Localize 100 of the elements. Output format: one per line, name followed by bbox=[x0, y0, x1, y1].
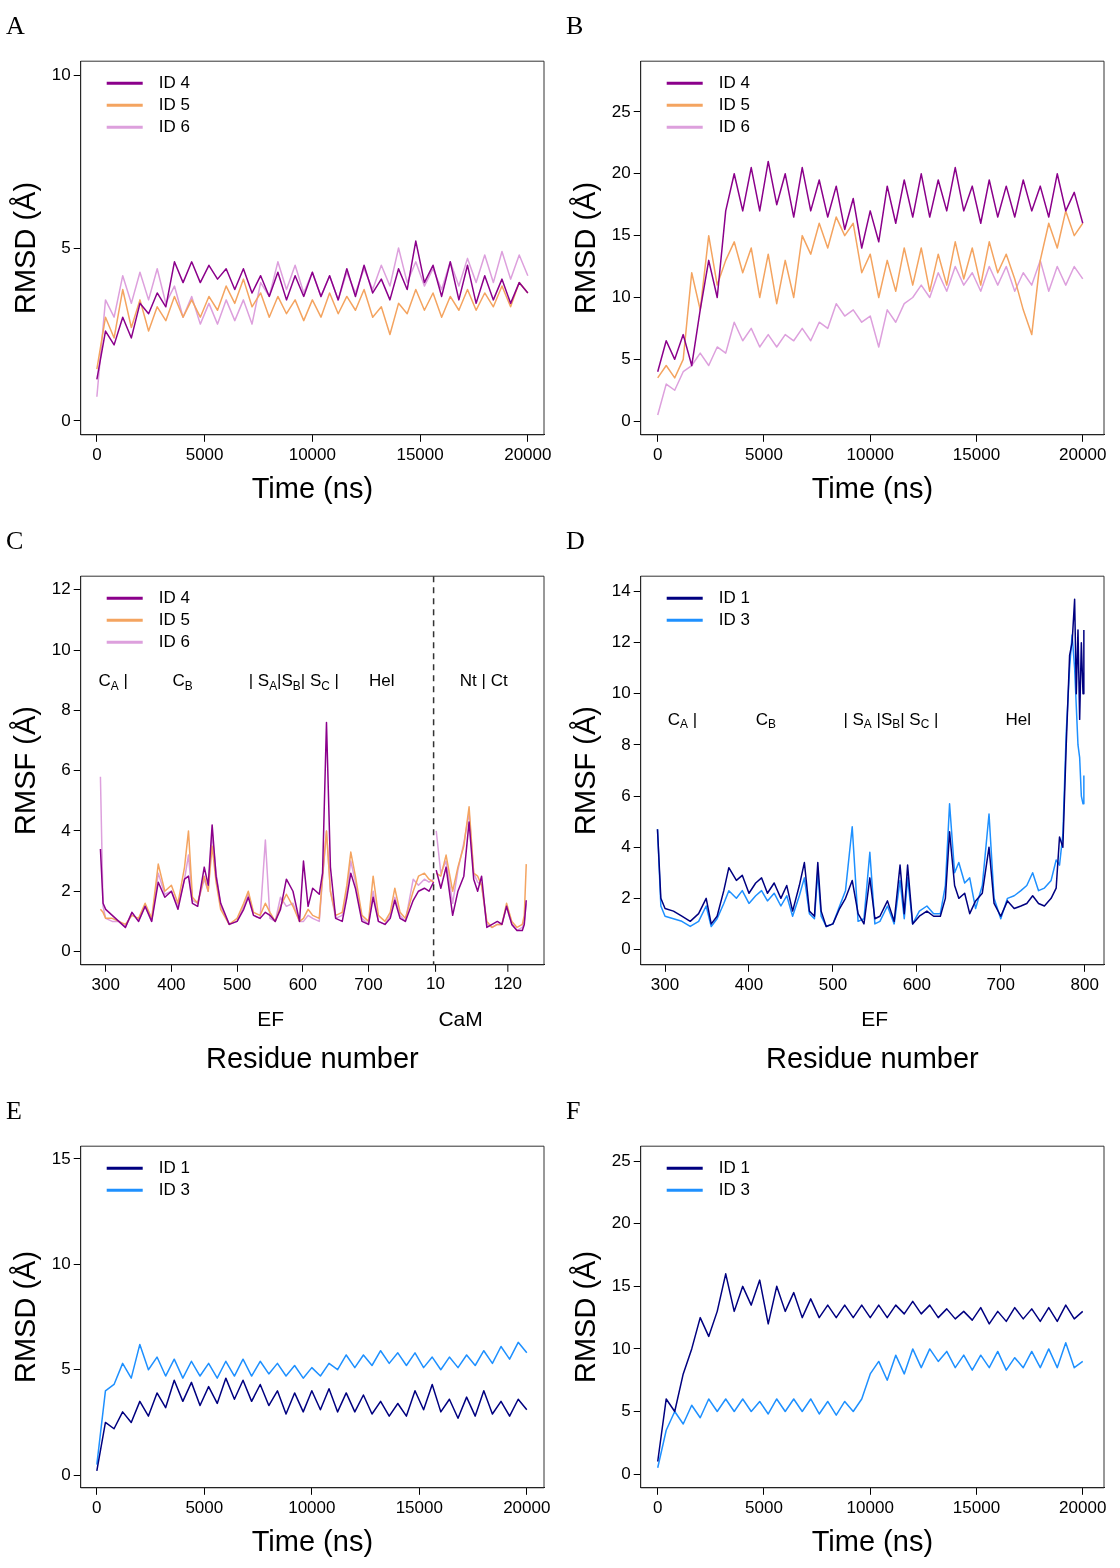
x-tick-label: 0 bbox=[652, 1497, 663, 1517]
y-tick-label: 10 bbox=[611, 683, 631, 703]
y-tick-label: 0 bbox=[621, 939, 631, 959]
text: CaM bbox=[438, 1006, 483, 1030]
x-tick-label: 5000 bbox=[745, 444, 783, 464]
x-axis-title: Time (ns) bbox=[811, 1524, 934, 1557]
annotation: Hel bbox=[1005, 709, 1032, 729]
y-tick-label: 15 bbox=[611, 225, 631, 245]
y-tick-label: 6 bbox=[621, 785, 631, 805]
chart-title: F bbox=[566, 1096, 581, 1126]
x-tick-label: 15000 bbox=[396, 444, 444, 464]
x-tick-label: 20000 bbox=[1059, 1497, 1107, 1517]
x-tick-label: 15000 bbox=[952, 1497, 1001, 1517]
x-tick-label: 10000 bbox=[288, 1497, 336, 1517]
x-tick-label: 400 bbox=[734, 974, 764, 994]
x-axis-title: Residue number bbox=[765, 1041, 980, 1074]
x-tick-label: 10000 bbox=[846, 444, 894, 464]
y-tick-label: 25 bbox=[611, 101, 631, 121]
y-axis-title: RMSF (Å) bbox=[9, 706, 42, 835]
y-tick-label: 4 bbox=[61, 820, 71, 840]
y-tick-label: 10 bbox=[51, 1253, 71, 1273]
y-axis-title: RMSD (Å) bbox=[9, 1250, 42, 1384]
x-tick-label: 10000 bbox=[288, 444, 336, 464]
y-axis-title: RMSD (Å) bbox=[569, 1250, 602, 1384]
y-axis-title: RMSF (Å) bbox=[569, 706, 602, 835]
legend-label: ID 6 bbox=[158, 631, 190, 651]
y-tick-label: 10 bbox=[51, 64, 71, 84]
legend-label: ID 5 bbox=[718, 94, 750, 114]
text: EF bbox=[257, 1006, 285, 1030]
chart-title: E bbox=[6, 1096, 22, 1126]
y-tick-label: 14 bbox=[611, 581, 631, 601]
legend-label: ID 6 bbox=[718, 116, 750, 136]
annotation: Nt | Ct bbox=[459, 670, 508, 690]
legend-label: ID 4 bbox=[158, 72, 190, 92]
x-tick-label: 20000 bbox=[1059, 444, 1107, 464]
x-tick-label: 5000 bbox=[185, 1497, 224, 1517]
x-tick-label: 500 bbox=[222, 974, 252, 994]
x-axis-title: Residue number bbox=[205, 1041, 420, 1074]
x-tick-label: 500 bbox=[818, 974, 848, 994]
annotation: Hel bbox=[369, 670, 395, 690]
y-tick-label: 0 bbox=[61, 410, 71, 430]
y-tick-label: 0 bbox=[621, 1463, 631, 1483]
y-tick-label: 15 bbox=[51, 1148, 71, 1168]
legend-label: ID 4 bbox=[158, 587, 190, 607]
x-tick-label: 400 bbox=[157, 974, 186, 994]
legend-label: ID 3 bbox=[158, 1179, 190, 1199]
y-tick-label: 4 bbox=[621, 836, 631, 856]
y-tick-label: 5 bbox=[61, 237, 71, 257]
x-tick-label: 0 bbox=[92, 1497, 102, 1517]
legend-label: ID 3 bbox=[718, 609, 750, 629]
x-axis-title: Time (ns) bbox=[251, 471, 374, 504]
x-tick-label: 20000 bbox=[504, 444, 552, 464]
y-tick-label: 8 bbox=[61, 700, 71, 720]
chart-title: D bbox=[566, 526, 585, 556]
y-tick-label: 8 bbox=[621, 734, 631, 754]
x-tick-label: 800 bbox=[1070, 974, 1099, 994]
legend-label: ID 4 bbox=[718, 72, 750, 92]
chart-title: C bbox=[6, 526, 24, 556]
y-tick-label: 5 bbox=[621, 349, 631, 369]
y-axis-title: RMSD (Å) bbox=[9, 181, 42, 315]
y-tick-label: 12 bbox=[611, 632, 631, 652]
y-tick-label: 25 bbox=[611, 1150, 631, 1170]
x-tick-label: 600 bbox=[288, 974, 318, 994]
text: EF bbox=[861, 1006, 889, 1030]
x-tick-label: 5000 bbox=[185, 444, 224, 464]
legend-label: ID 3 bbox=[718, 1179, 750, 1199]
chart-title: B bbox=[566, 11, 584, 41]
y-tick-label: 6 bbox=[61, 760, 71, 780]
x2-tick-label: 120 bbox=[493, 973, 523, 993]
y-tick-label: 2 bbox=[621, 888, 631, 908]
x-tick-label: 10000 bbox=[846, 1497, 894, 1517]
y-tick-label: 10 bbox=[51, 639, 71, 659]
x-axis-title: Time (ns) bbox=[251, 1524, 374, 1557]
y-tick-label: 0 bbox=[61, 941, 71, 961]
y-axis-title: RMSD (Å) bbox=[569, 181, 602, 315]
legend-label: ID 5 bbox=[158, 94, 190, 114]
y-tick-label: 20 bbox=[611, 1213, 631, 1233]
x-tick-label: 700 bbox=[986, 974, 1015, 994]
legend-label: ID 1 bbox=[718, 1157, 750, 1177]
x-tick-label: 300 bbox=[650, 974, 680, 994]
x-tick-label: 0 bbox=[652, 444, 663, 464]
x-tick-label: 5000 bbox=[745, 1497, 783, 1517]
y-tick-label: 2 bbox=[61, 880, 71, 900]
x-tick-label: 600 bbox=[902, 974, 932, 994]
y-tick-label: 5 bbox=[621, 1401, 631, 1421]
y-tick-label: 0 bbox=[621, 410, 631, 430]
y-tick-label: 20 bbox=[611, 163, 631, 183]
legend-label: ID 1 bbox=[158, 1157, 190, 1177]
y-tick-label: 10 bbox=[611, 1338, 631, 1358]
legend-label: ID 5 bbox=[158, 609, 190, 629]
x-axis-title: Time (ns) bbox=[811, 471, 934, 504]
chart-title: A bbox=[6, 11, 25, 41]
y-tick-label: 0 bbox=[61, 1464, 71, 1484]
x-tick-label: 0 bbox=[92, 444, 102, 464]
y-tick-label: 15 bbox=[611, 1276, 631, 1296]
x-tick-label: 15000 bbox=[395, 1497, 443, 1517]
x-tick-label: 20000 bbox=[503, 1497, 551, 1517]
y-tick-label: 5 bbox=[61, 1359, 71, 1379]
x-tick-label: 300 bbox=[91, 974, 120, 994]
y-tick-label: 12 bbox=[51, 579, 71, 599]
